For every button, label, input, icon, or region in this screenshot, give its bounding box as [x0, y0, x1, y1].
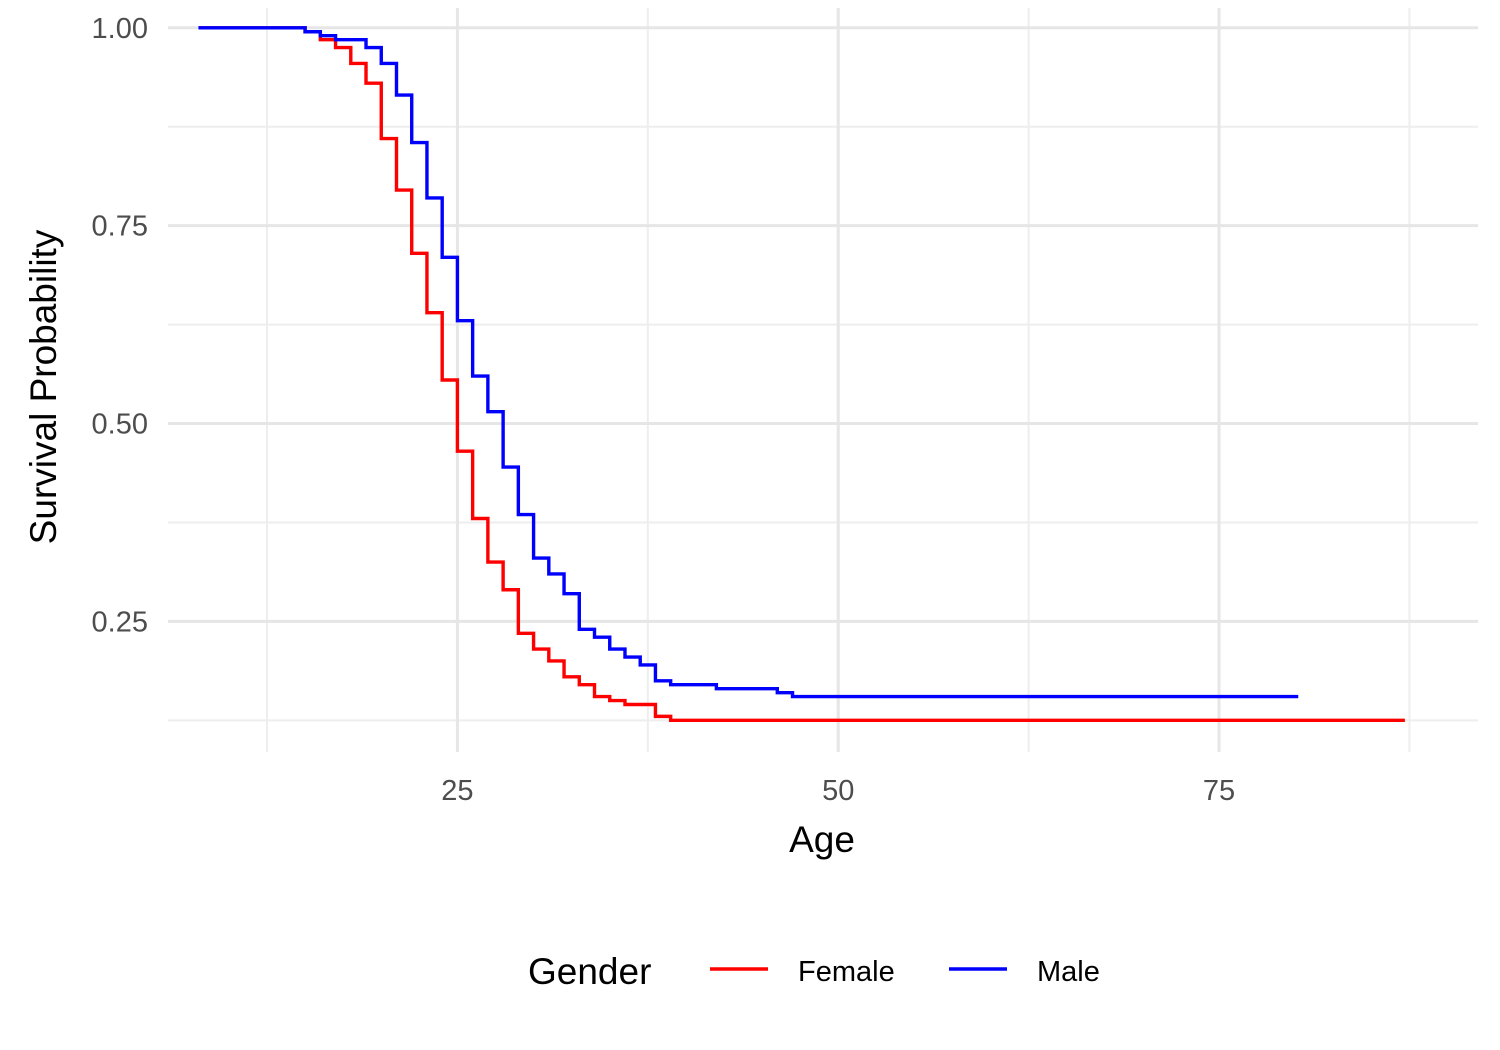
- series-line-female: [198, 26, 1405, 723]
- legend-title: Gender: [528, 951, 651, 992]
- y-tick-label: 1.00: [92, 13, 148, 45]
- y-tick-label: 0.25: [92, 606, 148, 638]
- y-axis-title: Survival Probability: [23, 229, 64, 544]
- x-tick-label: 50: [822, 775, 854, 807]
- legend-entries: Female Male: [710, 956, 1100, 988]
- x-tick-label: 75: [1203, 775, 1235, 807]
- x-tick-label: 25: [441, 775, 473, 807]
- series-line-male: [198, 26, 1299, 699]
- y-tick-label: 0.75: [92, 211, 148, 243]
- legend: Gender Female Male: [528, 951, 1100, 992]
- tick-label-layer: 0.25 0.50 0.75 1.00 25 50 75: [92, 13, 1236, 807]
- legend-label-female: Female: [798, 956, 895, 988]
- x-axis-title: Age: [789, 819, 855, 860]
- legend-label-male: Male: [1037, 956, 1100, 988]
- series-layer: [198, 26, 1405, 723]
- grid-layer: [168, 8, 1478, 752]
- y-tick-label: 0.50: [92, 409, 148, 441]
